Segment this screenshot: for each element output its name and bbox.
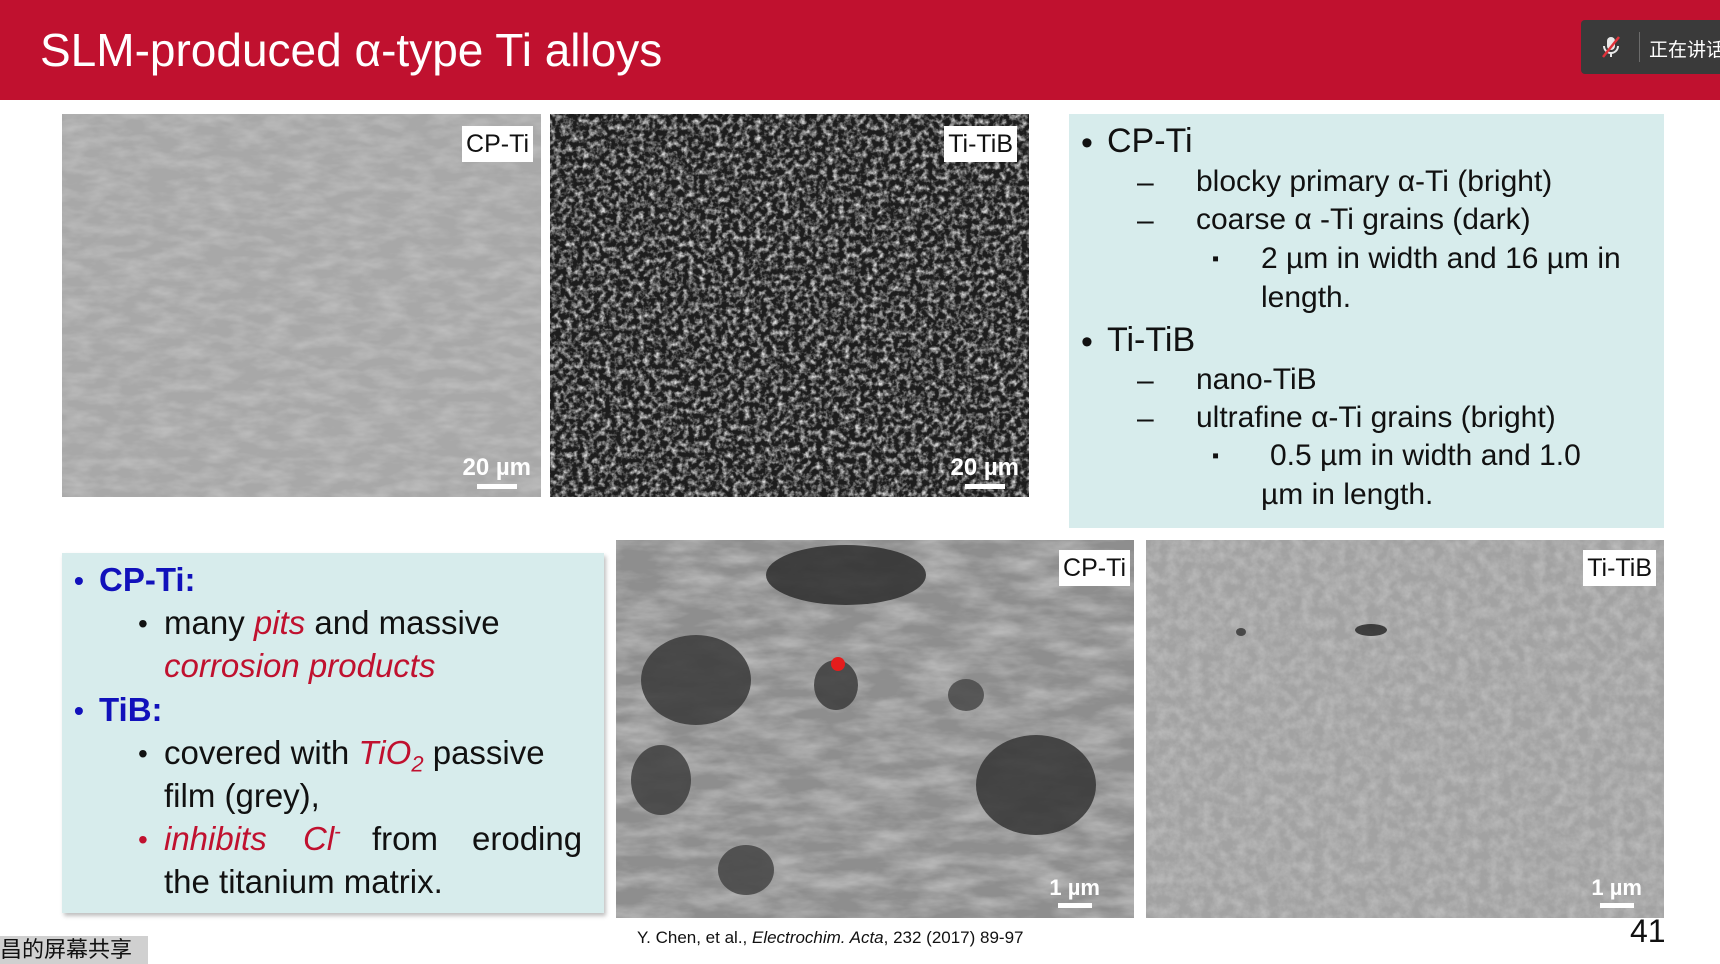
heading-ti-tib: Ti-TiB: [1107, 321, 1196, 359]
scale-bar-line: [1057, 903, 1092, 908]
sem-cp-ti-corroded: CP-Ti 1 µm: [616, 540, 1134, 918]
text: covered with: [164, 734, 359, 771]
text: passive: [423, 734, 545, 771]
square-bullet: ▪: [1212, 248, 1220, 270]
title-bar: [0, 0, 1720, 100]
sem-texture: [1146, 540, 1664, 918]
bullet: •: [138, 824, 148, 855]
emphasis-chloride: Cl-: [303, 820, 341, 858]
image-label: CP-Ti: [1059, 550, 1130, 586]
scale-bar-label: 20 µm: [950, 454, 1019, 481]
citation-journal: Electrochim. Acta: [751, 928, 884, 947]
cp-ti-line-1: many pits and massive: [164, 604, 500, 642]
bullet: •: [138, 608, 148, 639]
tib-line-4: the titanium matrix.: [164, 863, 443, 900]
observations-box: • CP-Ti – blocky primary α-Ti (bright) –…: [1069, 114, 1664, 528]
page-number: 41: [1630, 913, 1666, 949]
tio-text: TiO: [358, 734, 412, 771]
bullet: •: [74, 565, 84, 596]
emphasis-pits: pits: [253, 604, 306, 641]
emphasis-corrosion-products: corrosion products: [164, 647, 436, 684]
red-marker: [831, 657, 845, 671]
citation-volume: , 232 (2017) 89-97: [883, 928, 1024, 947]
image-label: CP-Ti: [462, 126, 533, 162]
heading-cp-ti: CP-Ti:: [99, 561, 196, 598]
dash: –: [1137, 204, 1154, 237]
scale-bar-label: 1 µm: [1591, 875, 1642, 900]
muted-mic-icon[interactable]: [1597, 33, 1625, 61]
scale-bar: 1 µm: [1591, 875, 1642, 908]
text-from: from: [372, 820, 438, 857]
cp-ti-grain-size-line1: 2 µm in width and 16 µm in: [1261, 242, 1621, 275]
scale-bar-line: [476, 484, 517, 489]
citation: Y. Chen, et al., Electrochim. Acta, 232 …: [637, 928, 1024, 948]
speaker-divider: [1639, 32, 1640, 62]
text-eroding: eroding: [472, 820, 583, 857]
micrograph-texture: [550, 114, 1029, 497]
chloride-text: Cl: [303, 820, 335, 857]
sem-texture: [616, 540, 1134, 918]
surface-defect: [1355, 624, 1387, 636]
emphasis-inhibits: inhibits: [164, 820, 267, 857]
text: and massive: [305, 604, 500, 641]
scale-bar: 20 µm: [950, 454, 1019, 489]
heading-tib: TiB:: [99, 691, 163, 728]
cp-ti-point-1: blocky primary α-Ti (bright): [1196, 165, 1553, 198]
cp-ti-point-2: coarse α -Ti grains (dark): [1196, 203, 1531, 236]
scale-bar: 1 µm: [1049, 875, 1100, 908]
tib-line-2: film (grey),: [164, 777, 320, 814]
ti-tib-grain-size-line2: µm in length.: [1261, 478, 1434, 511]
citation-authors: Y. Chen, et al.,: [637, 928, 752, 947]
chloride-superscript: -: [334, 821, 341, 843]
text: many: [164, 604, 254, 641]
heading-cp-ti: CP-Ti: [1107, 122, 1193, 160]
ti-tib-point-1: nano-TiB: [1196, 363, 1317, 396]
ti-tib-grain-size-line1: 0.5 µm in width and 1.0: [1270, 439, 1581, 472]
screen-share-badge[interactable]: 昌的屏幕共享: [0, 936, 148, 964]
ti-tib-point-2: ultrafine α-Ti grains (bright): [1196, 401, 1556, 434]
scale-bar-label: 1 µm: [1049, 875, 1100, 900]
bullet: •: [1081, 124, 1093, 162]
scale-bar-line: [1599, 903, 1634, 908]
image-label: Ti-TiB: [944, 126, 1017, 162]
micrograph-texture: [62, 114, 541, 497]
image-label: Ti-TiB: [1583, 550, 1656, 586]
scale-bar-line: [964, 484, 1005, 489]
speaker-indicator[interactable]: 正在讲话: [1581, 20, 1720, 74]
micrograph-ti-tib-optical: Ti-TiB 20 µm: [550, 114, 1029, 497]
micrograph-cp-ti-optical: CP-Ti 20 µm: [62, 114, 541, 497]
dash: –: [1137, 364, 1154, 397]
slide-title: SLM-produced α-type Ti alloys: [40, 24, 663, 76]
tio2-subscript: 2: [411, 751, 424, 777]
dash: –: [1137, 402, 1154, 435]
bullet: •: [138, 738, 148, 769]
speaker-status: 正在讲话: [1649, 40, 1720, 61]
surface-defect: [1236, 628, 1246, 636]
sem-ti-tib-corroded: Ti-TiB 1 µm: [1146, 540, 1664, 918]
bullet: •: [1081, 323, 1093, 361]
emphasis-tio2: TiO2: [358, 734, 423, 777]
bullet: •: [74, 695, 84, 726]
corrosion-pits: [631, 545, 1096, 895]
cp-ti-grain-size-line2: length.: [1261, 281, 1352, 314]
square-bullet: ▪: [1212, 445, 1220, 467]
dash: –: [1137, 166, 1154, 199]
scale-bar: 20 µm: [462, 454, 531, 489]
tib-line-1: covered with TiO2 passive: [164, 734, 545, 778]
scale-bar-label: 20 µm: [462, 454, 531, 481]
corrosion-summary-box: • CP-Ti: • many pits and massive corrosi…: [62, 553, 604, 913]
